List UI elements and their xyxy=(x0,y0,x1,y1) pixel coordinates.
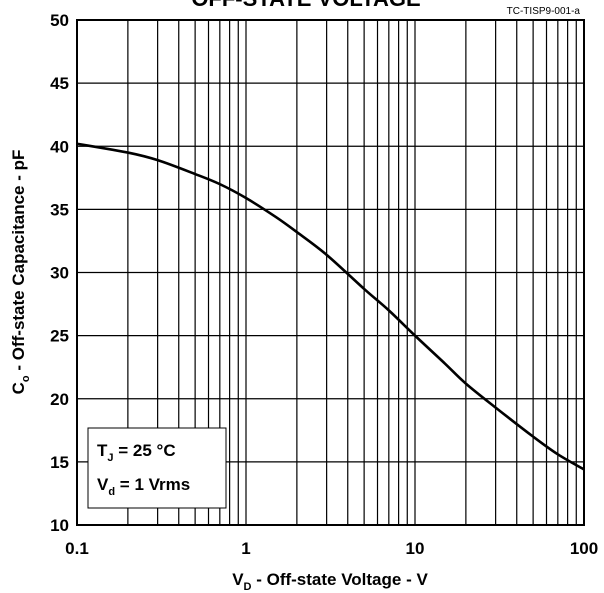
y-tick-label: 30 xyxy=(50,264,69,283)
y-tick-label: 15 xyxy=(50,453,69,472)
y-tick-label: 50 xyxy=(50,11,69,30)
condition-voltage: Vd = 1 Vrms xyxy=(97,475,190,498)
series-line xyxy=(76,142,585,471)
x-tick-label: 0.1 xyxy=(65,539,89,558)
conditions-box xyxy=(87,427,227,509)
x-tick-labels: 0.1 1 10 100 xyxy=(65,539,598,558)
y-axis-label: Co - Off-state Capacitance - pF xyxy=(9,150,32,395)
figure-reference: TC-TISP9-001-a xyxy=(507,6,581,17)
plot-frame xyxy=(76,19,585,526)
x-tick-label: 1 xyxy=(241,539,250,558)
y-tick-label: 35 xyxy=(50,200,69,219)
condition-temperature: TJ = 25 °C xyxy=(97,441,176,464)
x-axis-label: VD - Off-state Voltage - V xyxy=(232,570,428,593)
chart-title: OFF-STATE VOLTAGE xyxy=(191,0,420,11)
y-tick-label: 10 xyxy=(50,516,69,535)
grid xyxy=(77,20,584,525)
y-tick-labels: 10 15 20 25 30 35 40 45 50 xyxy=(50,11,69,535)
y-tick-label: 20 xyxy=(50,390,69,409)
y-tick-label: 25 xyxy=(50,327,69,346)
y-tick-label: 40 xyxy=(50,137,69,156)
x-tick-label: 10 xyxy=(406,539,425,558)
y-tick-label: 45 xyxy=(50,74,69,93)
x-tick-label: 100 xyxy=(570,539,598,558)
